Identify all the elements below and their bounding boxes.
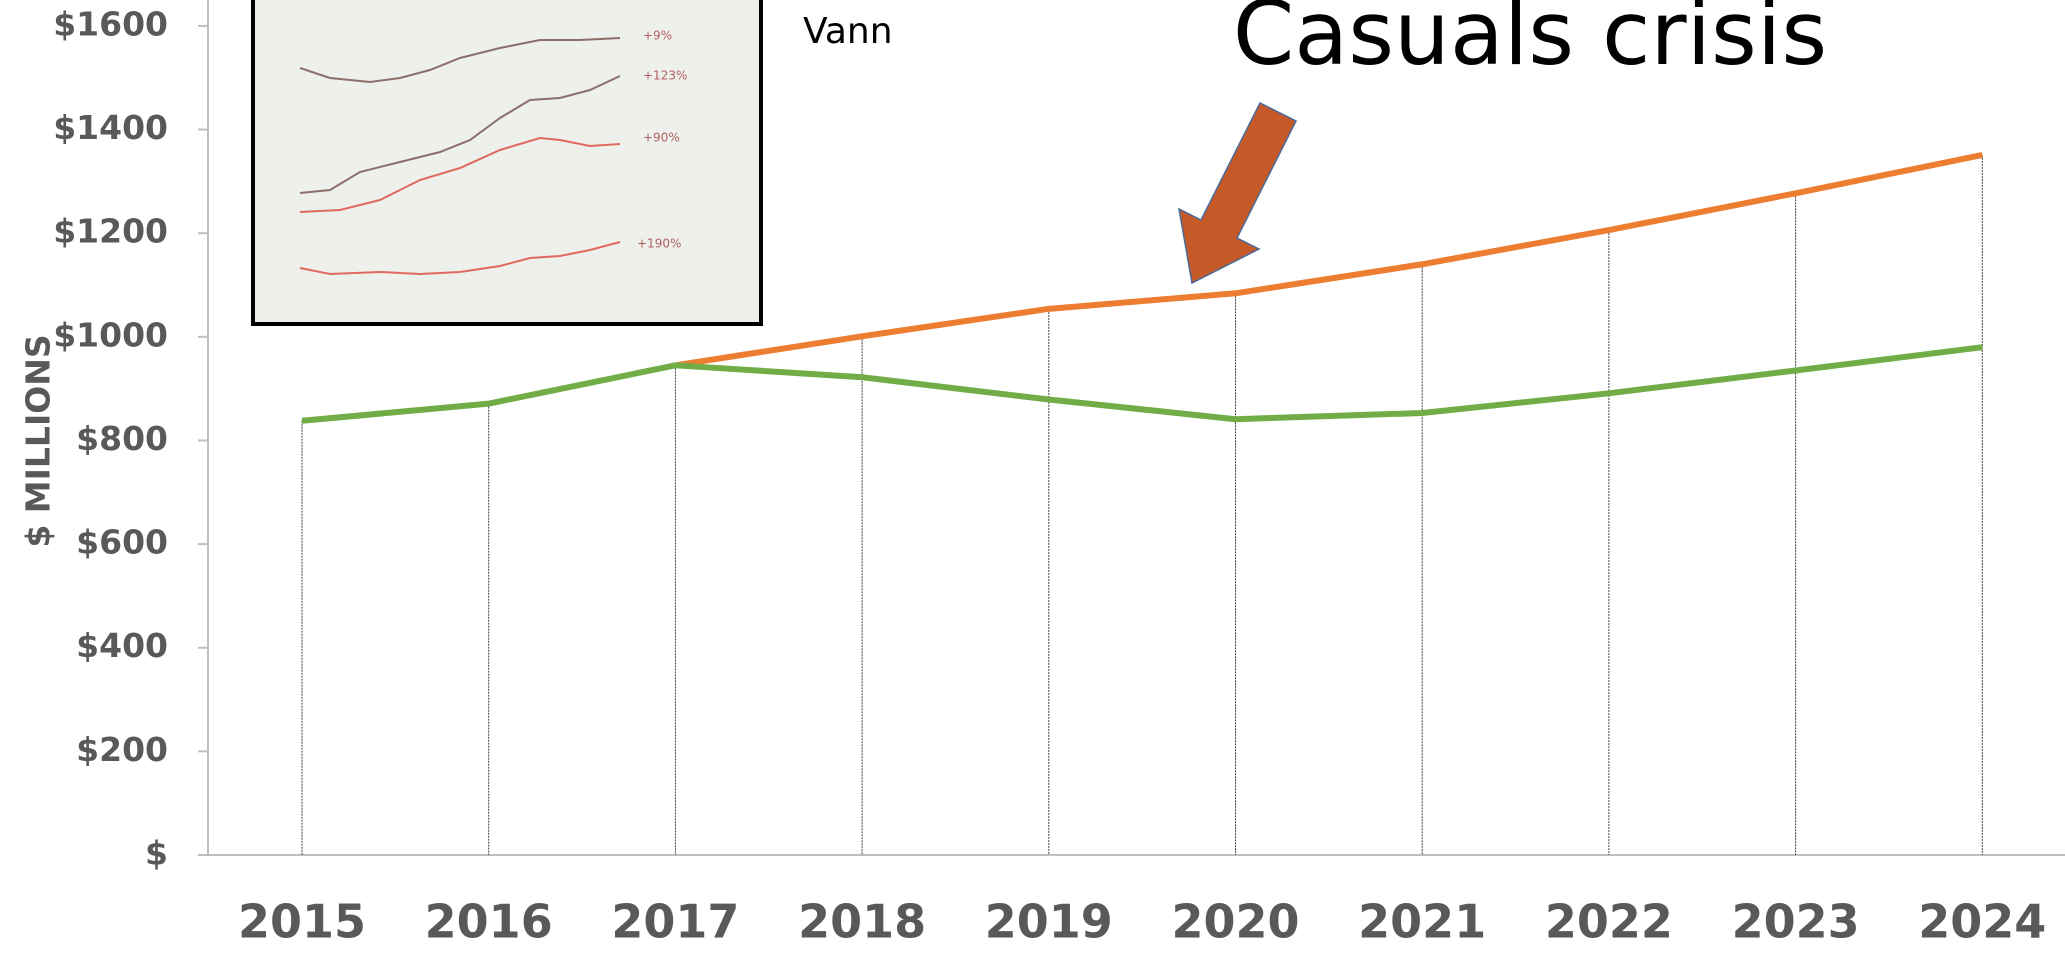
inset-label: +123% bbox=[643, 69, 687, 83]
annotation-arrow bbox=[1178, 101, 1298, 285]
x-tick-label: 2020 bbox=[1171, 895, 1299, 949]
y-tick-label: $800 bbox=[76, 419, 168, 458]
x-tick-label: 2019 bbox=[985, 895, 1113, 949]
x-tick-label: 2018 bbox=[798, 895, 926, 949]
y-tick-label: $200 bbox=[76, 730, 168, 769]
x-tick-label: 2017 bbox=[611, 895, 739, 949]
inset-lines bbox=[299, 37, 621, 276]
series-line bbox=[301, 344, 1983, 424]
inset: +9% +123% +90% +190% bbox=[251, 0, 763, 326]
x-tick-label: 2022 bbox=[1545, 895, 1673, 949]
series-line bbox=[674, 151, 1983, 369]
y-tick-label: $400 bbox=[76, 626, 168, 665]
y-tick-label: $1400 bbox=[53, 108, 168, 147]
y-tick-label: $ bbox=[145, 834, 168, 873]
x-tick-label: 2023 bbox=[1732, 895, 1860, 949]
x-tick-label: 2021 bbox=[1358, 895, 1486, 949]
y-tick-label: $1000 bbox=[53, 315, 168, 354]
x-tick-label: 2015 bbox=[238, 895, 366, 949]
y-tick-label: $600 bbox=[76, 523, 168, 562]
x-tick-label: 2016 bbox=[425, 895, 553, 949]
annotation: Casuals crisis bbox=[1233, 0, 1827, 85]
inset-note: Vann bbox=[803, 11, 893, 52]
y-tick-label: $1600 bbox=[53, 4, 168, 43]
inset-label: +190% bbox=[637, 237, 681, 251]
inset-label: +9% bbox=[643, 29, 672, 43]
inset-label: +90% bbox=[643, 131, 680, 145]
inset-frame bbox=[251, 0, 763, 326]
x-tick-label: 2024 bbox=[1918, 895, 2046, 949]
y-axis-label: $ MILLIONS bbox=[19, 334, 58, 547]
y-tick-label: $1200 bbox=[53, 212, 168, 251]
